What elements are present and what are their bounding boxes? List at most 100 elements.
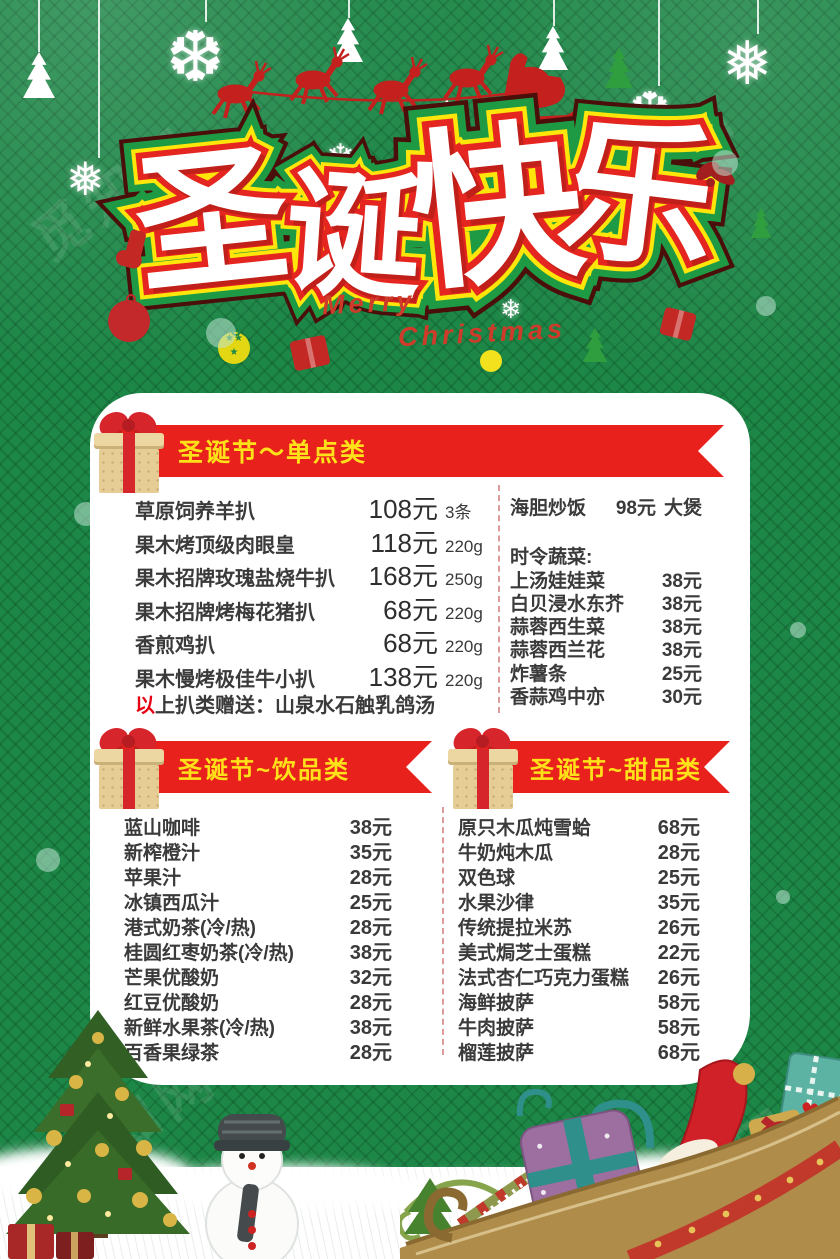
menu-item-qualifier: 3条: [445, 503, 472, 522]
menu-item-row: 海胆炒饭 98元 大煲: [510, 493, 702, 519]
hanging-string: [348, 0, 350, 18]
menu-item-qualifier: 220g: [445, 670, 483, 690]
menu-item-name: 原只木瓜炖雪蛤: [458, 818, 592, 839]
menu-item-price: 68元: [383, 628, 438, 658]
menu-item-price: 38元: [661, 640, 702, 662]
menu-item-price: 28元: [349, 1042, 392, 1064]
menu-item-price: 28元: [349, 867, 392, 889]
single-items-left-list: 草原饲养羊扒 108元 3条 果木烤顶级肉眼皇 118元 220g 果木招牌玫瑰盐烧牛扒 16…: [135, 489, 503, 692]
menu-item-row: [510, 516, 702, 542]
menu-item-price: 58元: [657, 1017, 700, 1039]
menu-item-row: 新鲜水果茶(冷/热) 38元: [124, 1011, 392, 1039]
white-tree-ornament: [23, 52, 55, 98]
menu-item-name: 美式焗芝士蛋糕: [458, 943, 592, 964]
menu-item-price: 68元: [657, 817, 700, 839]
menu-item-row: 原只木瓜炖雪蛤 68元: [458, 811, 700, 839]
banner-desserts-label: 圣诞节~甜品类: [530, 756, 703, 784]
menu-item-row: 法式杏仁巧克力蛋糕 26元: [458, 961, 700, 989]
snowflake-icon: ❅: [430, 94, 464, 138]
title-text: 圣诞快乐: [127, 100, 716, 318]
gift-box-icon: [446, 723, 524, 811]
column-divider: [442, 807, 444, 1055]
menu-item-row: 上汤娃娃菜 38元: [510, 566, 702, 592]
menu-item-row: 红豆优酸奶 28元: [124, 986, 392, 1014]
yellow-snowflake-icon: ❆: [132, 139, 168, 186]
menu-item-name: 草原饲养羊扒: [135, 501, 255, 523]
gift-box-icon: [92, 723, 170, 811]
menu-item-row: 草原饲养羊扒 108元 3条: [135, 489, 503, 524]
snowflake-icon: ❆: [166, 18, 225, 96]
menu-item-price: 35元: [349, 842, 392, 864]
menu-item-name: 冰镇西瓜汁: [124, 893, 220, 914]
note-text: 上扒类赠送：山泉水石触乳鸽汤: [155, 695, 435, 717]
menu-item-name: 蒜蓉西兰花: [510, 640, 606, 662]
menu-item-price: 26元: [657, 917, 700, 939]
menu-item-row: 水果沙律 35元: [458, 886, 700, 914]
snowman: [205, 1114, 299, 1259]
hanging-string: [658, 0, 660, 86]
menu-item-row: 果木烤顶级肉眼皇 118元 220g: [135, 523, 503, 558]
menu-item-name: 牛肉披萨: [458, 1018, 535, 1039]
menu-item-qualifier: 220g: [445, 536, 483, 556]
menu-item-price: 118元: [370, 527, 438, 558]
desserts-list: 原只木瓜炖雪蛤 68元 牛奶炖木瓜 28元双色球 25元水果沙律 35元传统提拉米苏 26元…: [458, 811, 700, 1064]
hanging-string: [757, 0, 759, 34]
menu-item-name: 港式奶茶(冷/热): [124, 918, 256, 939]
hanging-string: [553, 0, 555, 26]
menu-item-row: 芒果优酸奶 32元: [124, 961, 392, 989]
menu-item-name: 海鲜披萨: [458, 993, 535, 1014]
menu-item-name: 果木烤顶级肉眼皇: [135, 534, 295, 557]
menu-item-row: 果木招牌烤梅花猪扒 68元 220g: [135, 590, 503, 625]
menu-item-price: 30元: [661, 687, 702, 709]
menu-item-row: 美式焗芝士蛋糕 22元: [458, 936, 700, 964]
menu-item-name: 桂圆红枣奶茶(冷/热): [124, 943, 294, 964]
menu-item-name: 百香果绿茶: [124, 1043, 220, 1064]
menu-item-price: 28元: [349, 992, 392, 1014]
menu-item-name: 新榨橙汁: [124, 843, 201, 864]
menu-item-name: 上汤娃娃菜: [510, 570, 606, 592]
menu-item-name: 芒果优酸奶: [124, 968, 220, 989]
menu-item-qualifier: 220g: [445, 603, 483, 623]
menu-item-name: 传统提拉米苏: [458, 918, 573, 939]
menu-item-row: 牛奶炖木瓜 28元: [458, 836, 700, 864]
menu-item-name: 水果沙律: [458, 893, 535, 914]
menu-item-price: 38元: [349, 1017, 392, 1039]
hanging-string: [38, 0, 40, 52]
menu-item-row: 炸薯条 25元: [510, 659, 702, 685]
menu-item-row: 蒜蓉西兰花 38元: [510, 635, 702, 661]
menu-item-price: 98元: [615, 498, 656, 519]
poster-title: 圣诞快乐 圣诞快乐 圣诞快乐 圣诞快乐 圣诞快乐: [107, 79, 737, 337]
menu-item-row: 百香果绿茶 28元: [124, 1036, 392, 1064]
menu-item-row: 冰镇西瓜汁 25元: [124, 886, 392, 914]
menu-item-name: 香蒜鸡中亦: [510, 687, 606, 709]
menu-item-row: 双色球 25元: [458, 861, 700, 889]
menu-item-price: 38元: [661, 570, 702, 592]
menu-item-qualifier: 250g: [445, 570, 483, 589]
menu-item-name: 双色球: [458, 868, 516, 889]
hanging-string: [205, 0, 207, 22]
menu-item-name: 时令蔬菜:: [510, 547, 593, 569]
menu-item-name: 蒜蓉西生菜: [510, 617, 606, 639]
menu-item-name: 牛奶炖木瓜: [458, 843, 554, 864]
snowflake-icon: ❄: [500, 294, 522, 324]
menu-item-price: 108元: [368, 494, 438, 524]
menu-item-price: 38元: [661, 593, 702, 615]
hanging-string: [98, 0, 100, 158]
menu-item-price: 38元: [349, 942, 392, 964]
menu-item-row: 桂圆红枣奶茶(冷/热) 38元: [124, 936, 392, 964]
menu-item-row: 果木招牌玫瑰盐烧牛扒 168元 250g: [135, 556, 503, 591]
menu-item-row: 海鲜披萨 58元: [458, 986, 700, 1014]
menu-item-row: 蒜蓉西生菜 38元: [510, 612, 702, 638]
ornament-ball-red: ★ ★: [108, 294, 150, 342]
menu-item-price: 38元: [661, 617, 702, 639]
menu-item-price: 25元: [349, 892, 392, 914]
menu-item-row: 苹果汁 28元: [124, 861, 392, 889]
note-highlight: 以: [135, 695, 155, 717]
menu-item-qualifier: 220g: [445, 637, 483, 656]
menu-item-price: 25元: [657, 867, 700, 889]
banner-drinks-label: 圣诞节~饮品类: [178, 756, 351, 784]
snowflake-icon: ❅: [66, 153, 105, 205]
menu-item-price: 26元: [657, 967, 700, 989]
menu-item-price: 35元: [657, 892, 700, 914]
